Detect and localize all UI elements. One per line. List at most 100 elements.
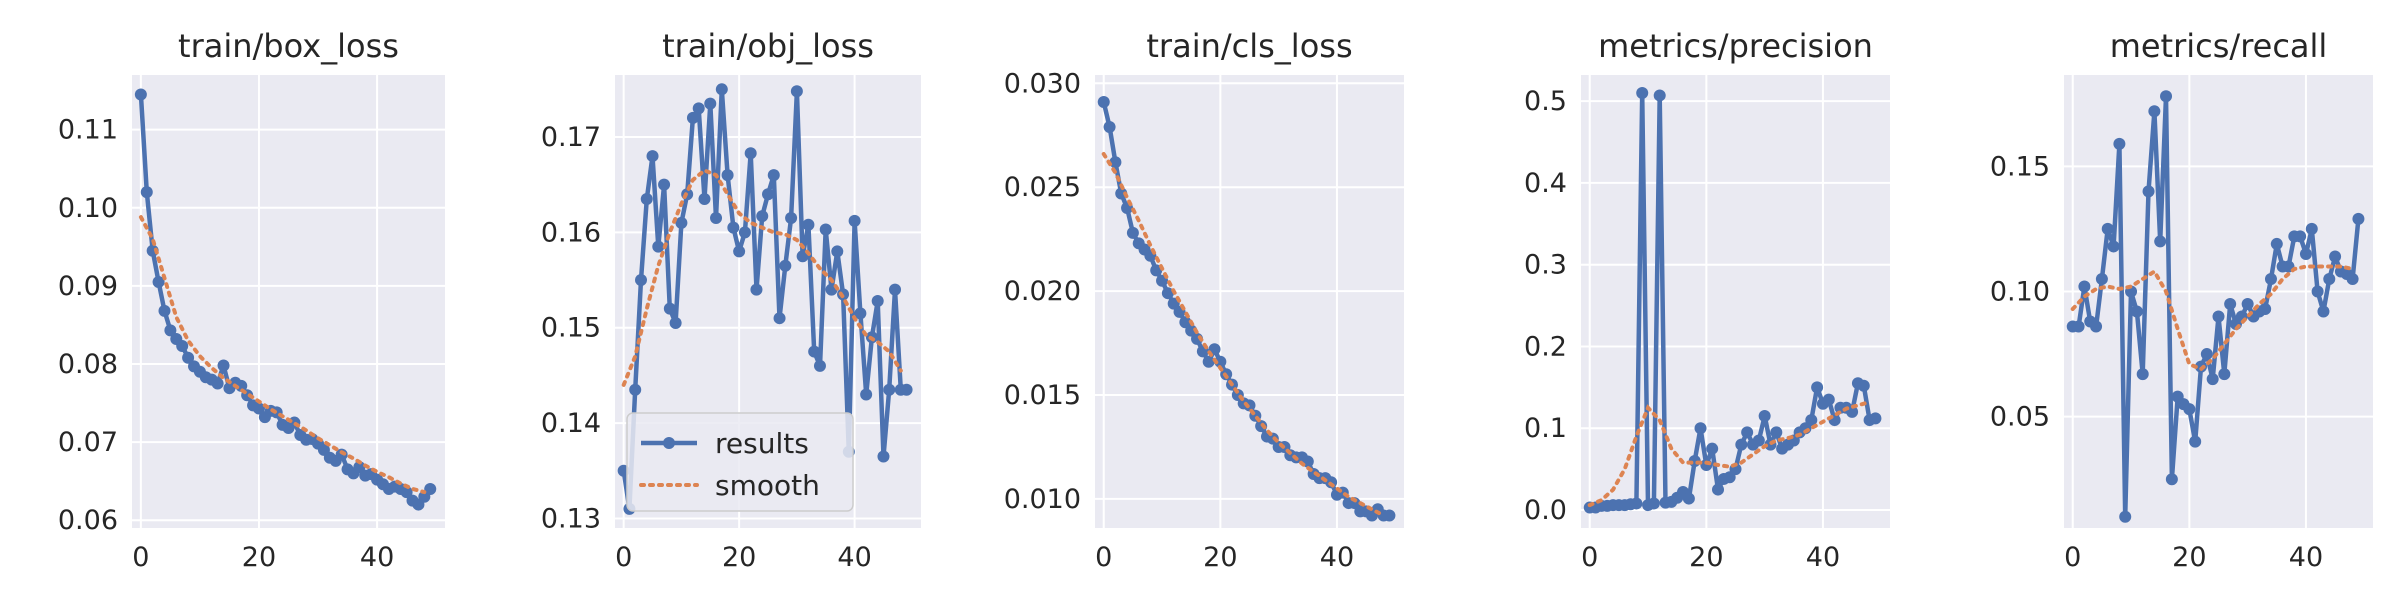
y-tick-label: 0.4 xyxy=(1524,168,1567,199)
data-point xyxy=(1214,355,1227,368)
data-point xyxy=(1735,438,1748,451)
data-point xyxy=(831,245,844,258)
y-tick-label: 0.15 xyxy=(1990,151,2050,182)
x-tick-label: 20 xyxy=(2172,542,2206,573)
data-point xyxy=(819,223,832,236)
data-point xyxy=(883,383,896,396)
data-point xyxy=(2090,320,2103,333)
series-line-smooth xyxy=(138,215,427,495)
y-tick-label: 0.09 xyxy=(58,271,118,302)
chart-panel-0: 0 20 40 0.06 0.07 0.08 0.09 0.10 0.11 train/box_l… xyxy=(58,27,445,573)
data-point xyxy=(2212,310,2225,323)
data-point xyxy=(2311,285,2324,298)
data-point xyxy=(710,212,723,225)
data-point xyxy=(1109,156,1122,169)
data-point xyxy=(629,383,642,396)
data-point xyxy=(2078,280,2091,293)
data-point xyxy=(2200,348,2213,361)
data-point xyxy=(738,226,751,239)
chart-title: train/box_loss xyxy=(178,27,399,65)
data-point xyxy=(2160,90,2173,103)
data-point xyxy=(1647,497,1660,510)
data-point xyxy=(2101,222,2114,235)
x-tick-label: 20 xyxy=(242,542,276,573)
y-tick-label: 0.10 xyxy=(1990,276,2050,307)
data-point xyxy=(1805,414,1818,427)
data-point xyxy=(2224,298,2237,311)
x-tick-label: 40 xyxy=(1320,542,1354,573)
data-point xyxy=(663,302,676,315)
data-point xyxy=(721,169,734,182)
y-tick-label: 0.5 xyxy=(1524,86,1567,117)
data-point xyxy=(2352,212,2365,225)
y-tick-label: 0.11 xyxy=(58,115,118,146)
data-point xyxy=(750,283,763,296)
data-point xyxy=(860,388,873,401)
x-tick-label: 20 xyxy=(1689,542,1723,573)
data-point xyxy=(1636,86,1649,99)
y-tick-label: 0.0 xyxy=(1524,495,1567,526)
x-tick-label: 40 xyxy=(837,542,871,573)
y-tick-label: 0.10 xyxy=(58,193,118,224)
data-point xyxy=(2264,272,2277,285)
chart-title: metrics/precision xyxy=(1598,27,1873,65)
chart-title: metrics/recall xyxy=(2110,27,2328,65)
data-point xyxy=(1758,409,1771,422)
data-point xyxy=(889,283,902,296)
data-point xyxy=(1126,226,1139,239)
data-point xyxy=(1706,442,1719,455)
data-point xyxy=(813,359,826,372)
data-point xyxy=(1097,96,1110,109)
data-point xyxy=(217,359,230,372)
data-point xyxy=(773,312,786,325)
data-point xyxy=(802,218,815,231)
data-point xyxy=(871,295,884,308)
data-point xyxy=(2154,235,2167,248)
data-point xyxy=(2206,373,2219,386)
data-point xyxy=(1167,297,1180,310)
data-point xyxy=(675,216,688,229)
x-tick-label: 20 xyxy=(1203,542,1237,573)
data-point xyxy=(1202,355,1215,368)
data-point xyxy=(686,111,699,124)
y-tick-label: 0.15 xyxy=(541,313,601,344)
y-tick-label: 0.16 xyxy=(541,217,601,248)
y-tick-label: 0.05 xyxy=(1990,402,2050,433)
data-point xyxy=(1741,426,1754,439)
data-point xyxy=(2119,510,2132,523)
series-line-smooth xyxy=(1101,152,1386,518)
plot-area xyxy=(1581,75,1890,528)
data-point xyxy=(698,192,711,205)
data-point xyxy=(767,169,780,182)
y-tick-label: 0.020 xyxy=(1004,276,1081,307)
y-tick-label: 0.06 xyxy=(58,505,118,536)
x-tick-label: 0 xyxy=(1095,542,1112,573)
data-point xyxy=(848,214,861,227)
data-point xyxy=(2323,272,2336,285)
data-point xyxy=(2241,298,2254,311)
y-tick-label: 0.2 xyxy=(1524,331,1567,362)
data-point xyxy=(669,316,682,329)
data-point xyxy=(2294,230,2307,243)
data-point xyxy=(2218,368,2231,381)
data-point xyxy=(164,324,177,337)
data-point xyxy=(796,250,809,263)
data-point xyxy=(900,383,913,396)
data-point xyxy=(2189,435,2202,448)
y-tick-label: 0.010 xyxy=(1004,484,1081,515)
data-point xyxy=(2259,303,2272,316)
data-point xyxy=(1857,379,1870,392)
data-point xyxy=(640,192,653,205)
data-point xyxy=(1150,264,1163,277)
data-point xyxy=(1103,120,1116,133)
series-line-smooth xyxy=(1587,400,1872,508)
data-point xyxy=(252,402,265,415)
data-point xyxy=(2346,272,2359,285)
data-point xyxy=(2113,137,2126,150)
data-point xyxy=(1770,426,1783,439)
data-point xyxy=(1682,492,1695,505)
data-point xyxy=(658,178,671,191)
data-point xyxy=(2183,403,2196,416)
data-point xyxy=(2305,222,2318,235)
